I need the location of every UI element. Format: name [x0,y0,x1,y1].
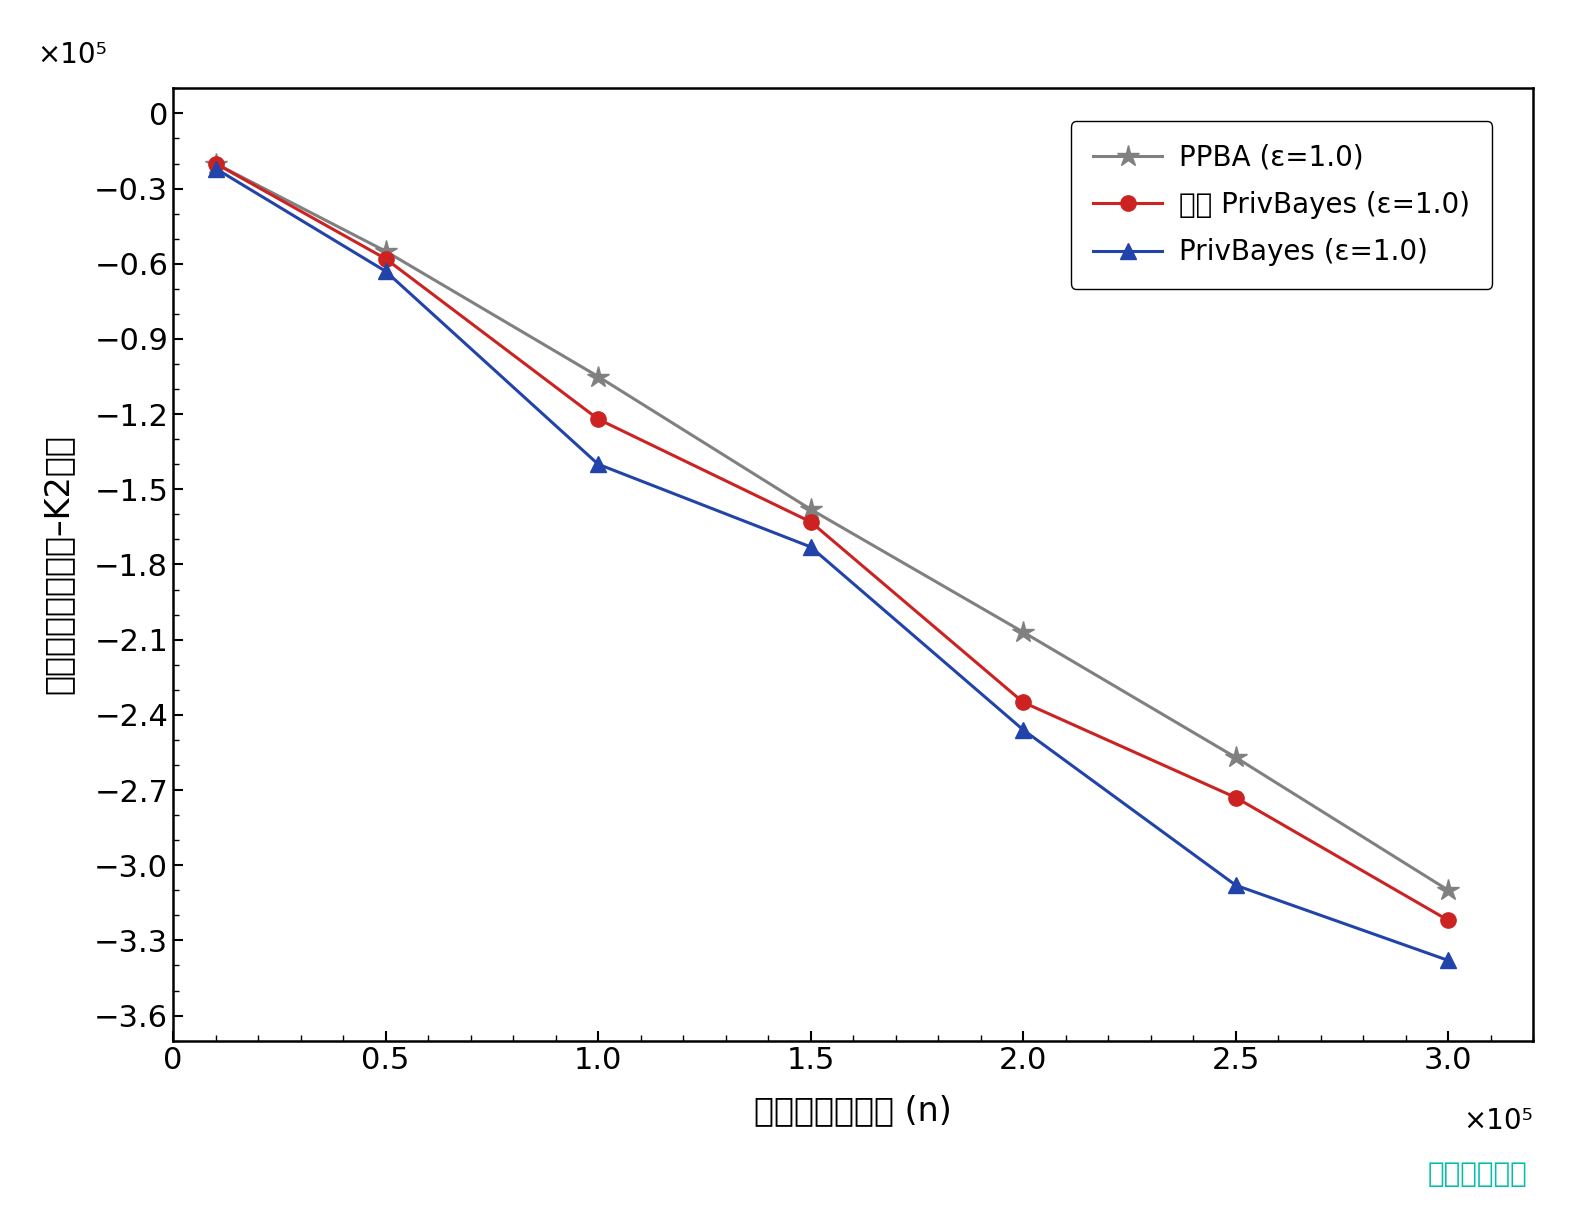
PPBA (ε=1.0) [1227,750,1246,765]
PrivBayes (ε=1.0) [802,539,821,554]
Legend: PPBA (ε=1.0), 加权 PrivBayes (ε=1.0), PrivBayes (ε=1.0): PPBA (ε=1.0), 加权 PrivBayes (ε=1.0), Priv… [1071,121,1492,288]
加权 PrivBayes (ε=1.0) [1440,913,1458,927]
PPBA (ε=1.0) [1014,625,1033,640]
PPBA (ε=1.0) [589,370,608,384]
PPBA (ε=1.0) [206,156,225,171]
PrivBayes (ε=1.0) [1440,953,1458,967]
PPBA (ε=1.0) [802,502,821,516]
PrivBayes (ε=1.0) [206,161,225,176]
Line: PrivBayes (ε=1.0): PrivBayes (ε=1.0) [208,161,1455,968]
PrivBayes (ε=1.0) [376,264,395,279]
Line: 加权 PrivBayes (ε=1.0): 加权 PrivBayes (ε=1.0) [208,156,1455,928]
PPBA (ε=1.0) [1440,884,1458,898]
加权 PrivBayes (ε=1.0) [589,412,608,427]
X-axis label: 数据集元组大小 (n): 数据集元组大小 (n) [754,1094,953,1127]
Text: 马上收录导航: 马上收录导航 [1429,1160,1528,1188]
Text: ×10⁵: ×10⁵ [1463,1108,1534,1136]
加权 PrivBayes (ε=1.0) [1227,790,1246,805]
加权 PrivBayes (ε=1.0) [1014,694,1033,709]
PrivBayes (ε=1.0) [1014,722,1033,737]
加权 PrivBayes (ε=1.0) [376,251,395,265]
Y-axis label: 贝叶斯网络精确度–K2评分: 贝叶斯网络精确度–K2评分 [41,435,74,694]
PrivBayes (ε=1.0) [589,457,608,471]
加权 PrivBayes (ε=1.0) [802,515,821,530]
加权 PrivBayes (ε=1.0) [206,156,225,171]
Line: PPBA (ε=1.0): PPBA (ε=1.0) [205,153,1460,902]
PrivBayes (ε=1.0) [1227,877,1246,892]
PPBA (ε=1.0) [376,244,395,258]
Text: ×10⁵: ×10⁵ [38,41,107,69]
